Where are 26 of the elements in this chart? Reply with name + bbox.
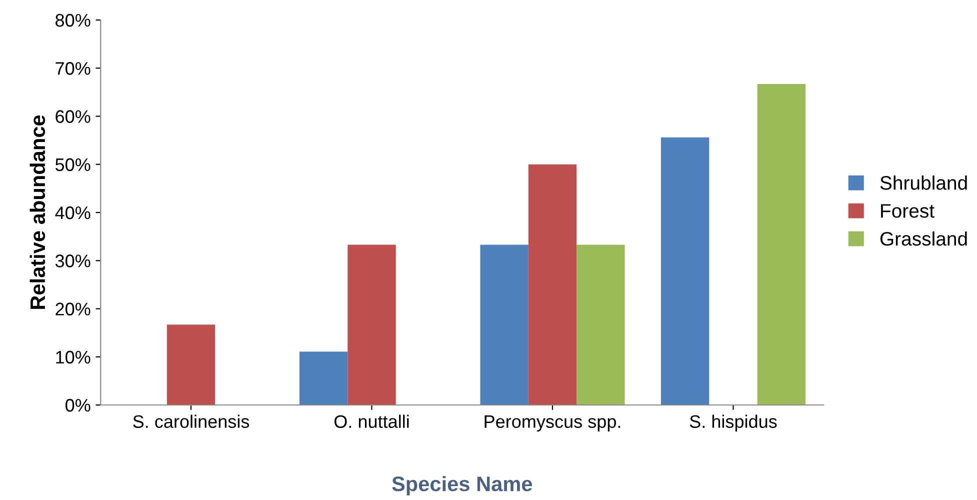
y-tick-label: 20% xyxy=(56,302,90,316)
y-tick-label: 50% xyxy=(55,158,90,172)
bar xyxy=(576,244,625,405)
y-tick-label: 10% xyxy=(56,350,90,364)
legend-label: Grassland xyxy=(880,231,967,246)
x-tick-label: S. carolinensis xyxy=(133,414,250,428)
x-tick-label: Peromyscus spp. xyxy=(484,415,620,432)
y-axis-title: Relative abundance xyxy=(30,115,46,309)
bar xyxy=(757,84,806,405)
y-tick-label: 80% xyxy=(56,14,90,27)
bar xyxy=(299,352,348,405)
bar xyxy=(166,324,216,405)
y-tick-label: 70% xyxy=(56,62,90,75)
bar xyxy=(528,164,577,405)
y-tick-label: 40% xyxy=(55,206,90,220)
x-axis-title: Species Name xyxy=(392,476,532,496)
bar xyxy=(348,244,396,405)
y-tick-label: 30% xyxy=(55,254,90,268)
x-tick-label: S. hispidus xyxy=(690,414,777,432)
y-tick-label: 0% xyxy=(66,398,90,412)
bar xyxy=(660,137,710,405)
legend-label: Forest xyxy=(881,204,934,218)
x-tick-label: O. nuttalli xyxy=(334,414,409,428)
bar xyxy=(480,244,528,405)
y-tick-label: 60% xyxy=(56,110,90,123)
legend-label: Shrubland xyxy=(880,176,967,190)
